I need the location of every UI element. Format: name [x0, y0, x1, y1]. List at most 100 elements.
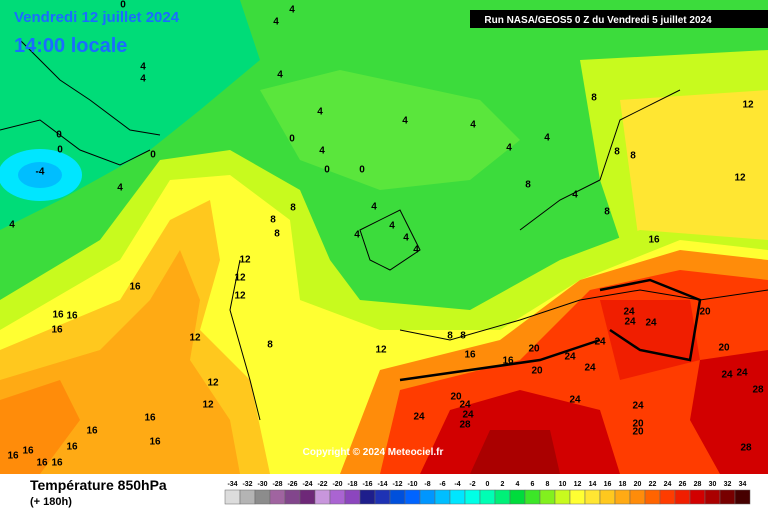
contour-label: 20	[531, 366, 543, 377]
legend-swatch	[689, 489, 706, 505]
contour-label: 24	[632, 401, 644, 412]
contour-label: 12	[234, 291, 246, 302]
contour-label: 24	[645, 318, 657, 329]
color-scale: -34 -32 -30 -28 -26 -24 -22 -20 -18 -16 -14 -12 -10-…	[224, 481, 751, 505]
run-label: Run NASA/GEOS5 0 Z du Vendredi 5 juillet…	[484, 15, 712, 26]
legend-swatch	[254, 489, 271, 505]
contour-label: 16	[36, 458, 48, 469]
contour-label: 8	[447, 331, 453, 342]
legend-swatch	[299, 489, 316, 505]
legend-label: 18	[619, 481, 627, 488]
legend-swatch	[269, 489, 286, 505]
contour-label: 16	[502, 356, 514, 367]
legend-swatch	[419, 489, 436, 505]
legend-swatch	[284, 489, 301, 505]
contour-label: 24	[624, 317, 636, 328]
legend-label: 34	[739, 481, 747, 488]
contour-label: 12	[202, 400, 214, 411]
legend-swatch	[614, 489, 631, 505]
legend-swatch	[389, 489, 406, 505]
legend-label: 28	[694, 481, 702, 488]
legend-label: 16	[604, 481, 612, 488]
contour-label: 12	[234, 273, 246, 284]
contour-label: 4	[371, 202, 377, 213]
contour-label: 20	[632, 427, 644, 438]
contour-label: 4	[354, 230, 360, 241]
contour-label: 28	[752, 385, 764, 396]
legend-swatch	[374, 489, 391, 505]
temperature-field	[0, 0, 768, 474]
legend-label: -8	[424, 481, 430, 488]
legend-swatch	[464, 489, 481, 505]
legend-label: -34	[227, 481, 237, 488]
contour-label: 0	[57, 145, 63, 156]
legend-label: -30	[257, 481, 267, 488]
contour-label: 24	[721, 370, 733, 381]
legend-label: -28	[272, 481, 282, 488]
legend-swatch	[629, 489, 646, 505]
contour-label: 8	[460, 331, 466, 342]
legend-label: -18	[347, 481, 357, 488]
contour-label: 12	[734, 173, 746, 184]
contour-label: 16	[66, 442, 78, 453]
contour-label: 4	[506, 143, 512, 154]
contour-label: 24	[459, 400, 471, 411]
contour-label: 20	[718, 343, 730, 354]
contour-label: 16	[129, 282, 141, 293]
legend-label: -16	[362, 481, 372, 488]
legend-label: -4	[454, 481, 460, 488]
contour-label: 20	[528, 344, 540, 355]
legend-label: 20	[634, 481, 642, 488]
contour-label: 4	[289, 5, 295, 16]
contour-label: 4	[413, 245, 419, 256]
contour-label: 4	[319, 146, 325, 157]
legend-swatch	[719, 489, 736, 505]
legend-label: -20	[332, 481, 342, 488]
contour-label: 0	[56, 130, 62, 141]
contour-label: 8	[591, 93, 597, 104]
legend-swatch	[434, 489, 451, 505]
contour-label: 24	[623, 307, 635, 318]
legend-label: 4	[516, 481, 520, 488]
contour-label: 0	[324, 165, 330, 176]
contour-label: 16	[464, 350, 476, 361]
legend-label: -12	[392, 481, 402, 488]
legend-subtitle: (+ 180h)	[30, 496, 72, 508]
legend-swatch	[224, 489, 241, 505]
legend-label: 32	[724, 481, 732, 488]
contour-label: 4	[9, 220, 15, 231]
legend-swatch	[449, 489, 466, 505]
contour-label: 0	[150, 150, 156, 161]
legend-swatch	[359, 489, 376, 505]
contour-label: 16	[22, 446, 34, 457]
contour-label: 0	[120, 0, 126, 11]
legend-label: 22	[649, 481, 657, 488]
legend-label: 24	[664, 481, 672, 488]
legend-label: 26	[679, 481, 687, 488]
contour-label: 24	[736, 368, 748, 379]
contour-label: 0	[289, 134, 295, 145]
legend-label: -24	[302, 481, 312, 488]
contour-label: 28	[740, 443, 752, 454]
legend-swatch	[329, 489, 346, 505]
contour-label: 16	[86, 426, 98, 437]
legend-swatch	[344, 489, 361, 505]
legend-label: -10	[407, 481, 417, 488]
contour-label: 16	[7, 451, 19, 462]
contour-label: 8	[274, 229, 280, 240]
legend-label: 10	[559, 481, 567, 488]
contour-label: 4	[117, 183, 123, 194]
contour-label: 4	[273, 17, 279, 28]
legend-label: -32	[242, 481, 252, 488]
contour-label: 8	[267, 340, 273, 351]
contour-label: 16	[149, 437, 161, 448]
legend-swatch	[494, 489, 511, 505]
legend-title: Température 850hPa	[30, 477, 167, 493]
legend-label: 0	[486, 481, 490, 488]
contour-label: 4	[544, 133, 550, 144]
contour-label: 20	[450, 392, 462, 403]
contour-label: 4	[317, 107, 323, 118]
contour-label: 12	[207, 378, 219, 389]
